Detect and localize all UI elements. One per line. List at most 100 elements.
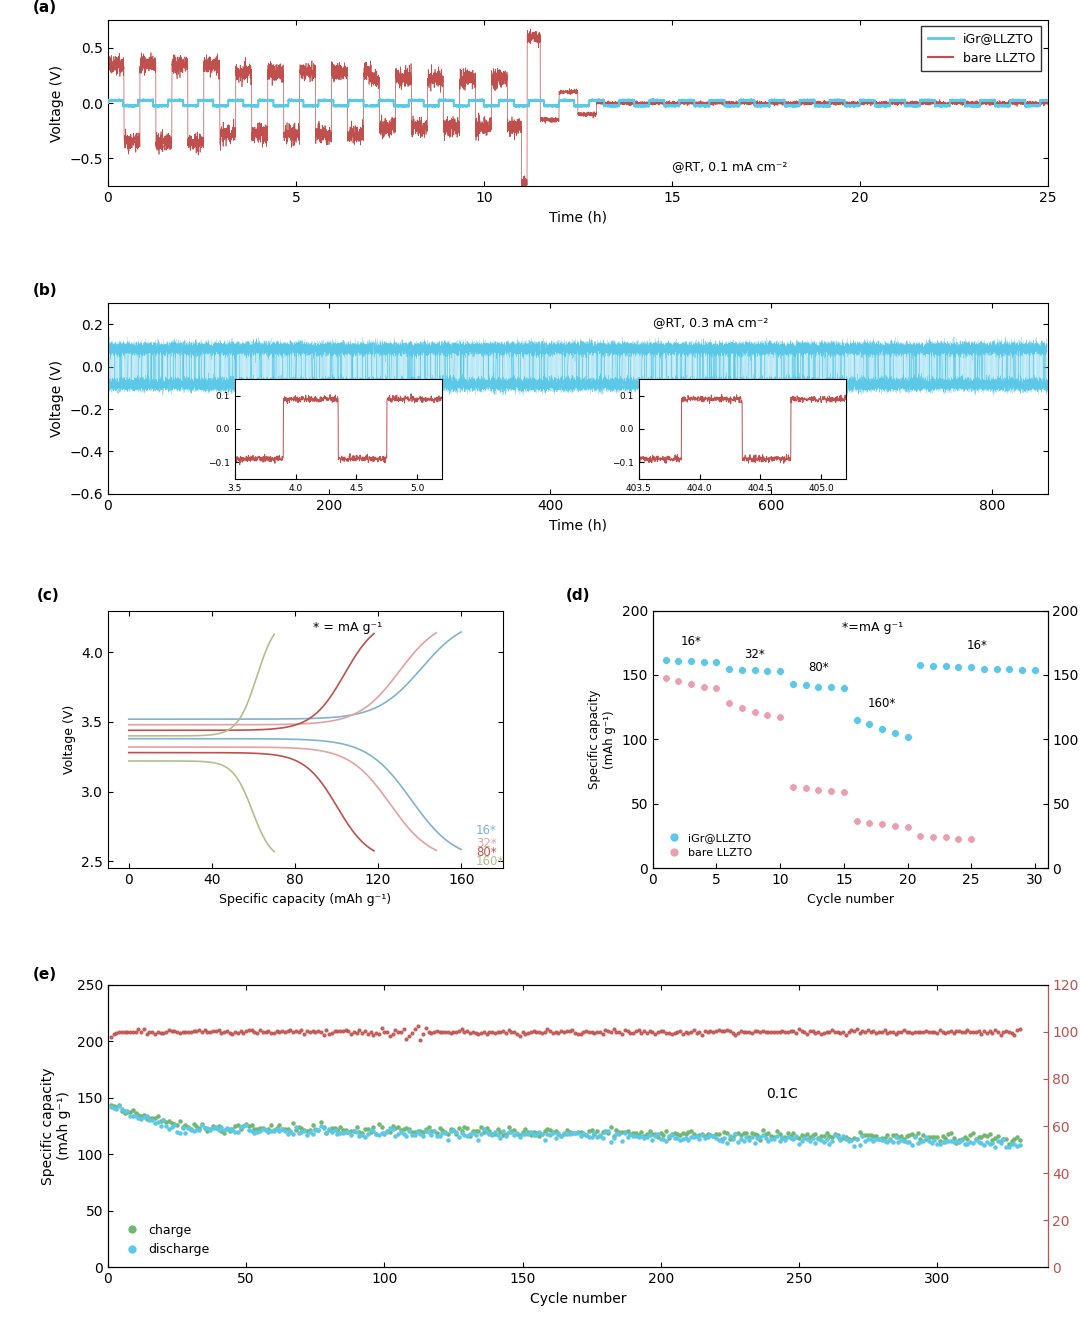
discharge [603, 1131, 620, 1153]
charge [491, 1122, 509, 1143]
Point [215, 1022, 232, 1043]
discharge [644, 1129, 661, 1150]
discharge [440, 1129, 457, 1150]
charge [124, 1099, 141, 1121]
Point [909, 1022, 927, 1043]
charge [454, 1121, 471, 1142]
Point [497, 1022, 514, 1043]
discharge [867, 1129, 885, 1150]
Point [962, 656, 980, 678]
Point [724, 1022, 741, 1043]
Point [988, 658, 1005, 679]
charge [213, 1121, 230, 1142]
Point [784, 674, 801, 695]
discharge [989, 1130, 1007, 1151]
Point [685, 1019, 702, 1041]
charge [539, 1118, 556, 1139]
Point [771, 660, 788, 682]
charge [555, 1123, 572, 1145]
charge [644, 1123, 661, 1145]
charge [296, 1119, 313, 1141]
discharge [613, 1130, 631, 1151]
discharge [135, 1106, 152, 1127]
discharge [390, 1123, 407, 1145]
discharge [801, 1130, 819, 1151]
Point [608, 1022, 625, 1043]
discharge [133, 1109, 150, 1130]
charge [464, 1121, 482, 1142]
discharge [768, 1126, 785, 1147]
Point [445, 1022, 462, 1043]
discharge [154, 1110, 172, 1131]
Point [539, 1018, 556, 1039]
discharge [291, 1122, 308, 1143]
charge [815, 1125, 833, 1146]
charge [818, 1122, 835, 1143]
charge [323, 1118, 340, 1139]
Point [481, 1021, 498, 1042]
charge [445, 1119, 462, 1141]
Point [881, 1022, 899, 1043]
discharge [127, 1106, 145, 1127]
charge [246, 1118, 264, 1139]
discharge [610, 1123, 627, 1145]
discharge [271, 1121, 288, 1142]
Point [942, 1021, 959, 1042]
discharge [207, 1117, 225, 1138]
discharge [1011, 1135, 1028, 1157]
Point [818, 1022, 835, 1043]
discharge [185, 1121, 202, 1142]
discharge [353, 1125, 370, 1146]
discharge [470, 1130, 487, 1151]
charge [589, 1121, 606, 1142]
discharge [964, 1133, 982, 1154]
discharge [188, 1119, 205, 1141]
discharge [1000, 1137, 1017, 1158]
charge [497, 1123, 514, 1145]
Point [154, 1022, 172, 1043]
Point [516, 1023, 534, 1045]
charge [119, 1101, 136, 1122]
discharge [821, 1133, 838, 1154]
Point [835, 678, 852, 699]
Point [1011, 1018, 1028, 1039]
Point [797, 778, 814, 799]
Point [130, 1019, 147, 1041]
Point [848, 710, 865, 731]
discharge [688, 1126, 705, 1147]
discharge [484, 1125, 501, 1146]
discharge [539, 1123, 556, 1145]
discharge [599, 1119, 617, 1141]
discharge [934, 1131, 951, 1153]
Point [885, 1022, 902, 1043]
charge [287, 1119, 305, 1141]
Point [420, 1022, 437, 1043]
Point [254, 1021, 271, 1042]
discharge [193, 1114, 211, 1135]
charge [617, 1122, 634, 1143]
Point [815, 1023, 833, 1045]
charge [642, 1121, 659, 1142]
charge [553, 1126, 570, 1147]
charge [777, 1126, 794, 1147]
Point [447, 1021, 464, 1042]
Point [975, 1021, 993, 1042]
Point [720, 692, 738, 714]
charge [926, 1126, 943, 1147]
charge [915, 1123, 932, 1145]
discharge [895, 1130, 913, 1151]
Point [842, 1019, 860, 1041]
discharge [558, 1123, 576, 1145]
Point [491, 1022, 509, 1043]
charge [459, 1117, 476, 1138]
charge [163, 1113, 180, 1134]
charge [912, 1129, 929, 1150]
discharge [284, 1123, 301, 1145]
charge [973, 1127, 990, 1149]
Point [832, 1022, 849, 1043]
Point [603, 1021, 620, 1042]
discharge [967, 1129, 984, 1150]
discharge [376, 1122, 393, 1143]
discharge [215, 1119, 232, 1141]
discharge [865, 1131, 882, 1153]
